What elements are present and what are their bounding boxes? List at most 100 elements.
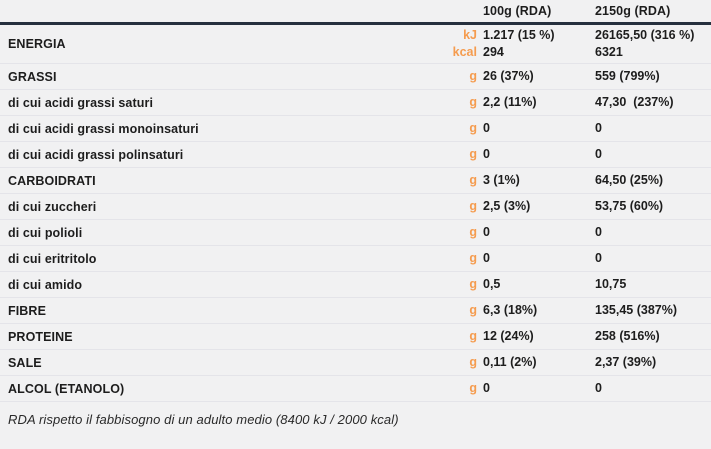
- value-100g-line: 294: [483, 45, 504, 59]
- value-2150g-line: 2,37 (39%): [595, 355, 657, 369]
- value-100g-line: 12 (24%): [483, 329, 534, 343]
- table-row: di cui acidi grassi polinsaturi g 0 0: [0, 142, 711, 168]
- sub-nutrient-name: di cui acidi grassi monoinsaturi: [8, 121, 199, 136]
- value-2150g: 26165,50 (316 %) 6321: [595, 27, 703, 61]
- value-100g: 6,3 (18%): [483, 302, 595, 319]
- value-2150g: 559 (799%): [595, 68, 703, 85]
- value-100g-line: 0: [483, 225, 490, 239]
- unit-cell-line: kJ: [463, 28, 477, 42]
- value-100g-line: 2,5 (3%): [483, 199, 531, 213]
- value-100g-line: 0,11 (2%): [483, 355, 537, 369]
- value-2150g-line: 0: [595, 147, 602, 161]
- unit-cell: g: [441, 120, 483, 137]
- rda-footnote: RDA rispetto il fabbisogno di un adulto …: [8, 412, 399, 427]
- nutrient-name: FIBRE: [8, 303, 46, 318]
- unit-cell: g: [441, 94, 483, 111]
- unit-cell-line: g: [469, 355, 477, 369]
- table-row: di cui acidi grassi saturi g 2,2 (11%) 47,3…: [0, 90, 711, 116]
- value-2150g: 0: [595, 380, 703, 397]
- unit-cell: g: [441, 380, 483, 397]
- value-2150g-line: 135,45 (387%): [595, 303, 678, 317]
- value-100g: 3 (1%): [483, 172, 595, 189]
- value-2150g-line: 0: [595, 121, 602, 135]
- value-100g: 0: [483, 380, 595, 397]
- table-row: SALE g 0,11 (2%) 2,37 (39%): [0, 350, 711, 376]
- unit-cell: g: [441, 146, 483, 163]
- value-100g: 2,2 (11%): [483, 94, 595, 111]
- nutrient-name: CARBOIDRATI: [8, 173, 96, 188]
- sub-nutrient-name: di cui zuccheri: [8, 199, 97, 214]
- value-2150g-line: 26165,50 (316 %): [595, 28, 695, 42]
- unit-cell-line: g: [469, 329, 477, 343]
- value-2150g-line: 258 (516%): [595, 329, 660, 343]
- value-100g: 12 (24%): [483, 328, 595, 345]
- unit-cell-line: g: [469, 121, 477, 135]
- value-100g: 0: [483, 224, 595, 241]
- value-100g-line: 0: [483, 147, 490, 161]
- unit-cell: g: [441, 224, 483, 241]
- table-row: ALCOL (ETANOLO) g 0 0: [0, 376, 711, 402]
- table-header: 100g (RDA) 2150g (RDA): [0, 0, 711, 25]
- value-2150g-line: 10,75: [595, 277, 627, 291]
- value-2150g: 0: [595, 146, 703, 163]
- value-100g: 2,5 (3%): [483, 198, 595, 215]
- table-row: di cui eritritolo g 0 0: [0, 246, 711, 272]
- value-2150g-line: 0: [595, 225, 602, 239]
- value-100g: 0: [483, 250, 595, 267]
- unit-cell-line: g: [469, 95, 477, 109]
- unit-cell-line: g: [469, 277, 477, 291]
- value-100g-line: 2,2 (11%): [483, 95, 537, 109]
- sub-nutrient-name: di cui acidi grassi saturi: [8, 95, 154, 110]
- table-row: FIBRE g 6,3 (18%) 135,45 (387%): [0, 298, 711, 324]
- value-2150g: 135,45 (387%): [595, 302, 703, 319]
- unit-cell: g: [441, 198, 483, 215]
- unit-cell: g: [441, 276, 483, 293]
- unit-cell: g: [441, 68, 483, 85]
- table-body: ENERGIA kJ kcal 1.217 (15 %) 294 26165,50 (31…: [0, 25, 711, 402]
- value-2150g: 47,30 (237%): [595, 94, 703, 111]
- table-row: GRASSI g 26 (37%) 559 (799%): [0, 64, 711, 90]
- value-100g: 0: [483, 146, 595, 163]
- nutrient-name: SALE: [8, 355, 42, 370]
- value-2150g-line: 53,75 (60%): [595, 199, 664, 213]
- unit-cell: g: [441, 250, 483, 267]
- value-2150g: 64,50 (25%): [595, 172, 703, 189]
- value-100g: 1.217 (15 %) 294: [483, 27, 595, 61]
- unit-cell-line: g: [469, 69, 477, 83]
- value-100g-line: 0: [483, 121, 490, 135]
- table-row: ENERGIA kJ kcal 1.217 (15 %) 294 26165,50 (31…: [0, 25, 711, 64]
- value-100g: 0: [483, 120, 595, 137]
- value-2150g-line: 47,30 (237%): [595, 95, 674, 109]
- unit-cell: kJ kcal: [441, 27, 483, 61]
- nutrient-name: ALCOL (ETANOLO): [8, 381, 125, 396]
- value-2150g-line: 559 (799%): [595, 69, 660, 83]
- value-100g: 0,11 (2%): [483, 354, 595, 371]
- sub-nutrient-name: di cui amido: [8, 277, 83, 292]
- value-100g-line: 3 (1%): [483, 173, 520, 187]
- table-row: di cui zuccheri g 2,5 (3%) 53,75 (60%): [0, 194, 711, 220]
- value-100g-line: 0: [483, 251, 490, 265]
- unit-cell: g: [441, 172, 483, 189]
- unit-cell-line: kcal: [452, 45, 477, 59]
- value-100g-line: 26 (37%): [483, 69, 534, 83]
- sub-nutrient-name: di cui polioli: [8, 225, 83, 240]
- value-100g-line: 6,3 (18%): [483, 303, 538, 317]
- sub-nutrient-name: di cui acidi grassi polinsaturi: [8, 147, 184, 162]
- unit-cell-line: g: [469, 225, 477, 239]
- nutrient-name: GRASSI: [8, 69, 57, 84]
- value-2150g: 0: [595, 224, 703, 241]
- unit-cell: g: [441, 354, 483, 371]
- unit-cell: g: [441, 302, 483, 319]
- value-2150g-line: 6321: [595, 45, 623, 59]
- value-100g-line: 0,5: [483, 277, 501, 291]
- value-2150g: 0: [595, 250, 703, 267]
- unit-cell-line: g: [469, 251, 477, 265]
- table-row: PROTEINE g 12 (24%) 258 (516%): [0, 324, 711, 350]
- table-row: di cui acidi grassi monoinsaturi g 0 0: [0, 116, 711, 142]
- value-100g-line: 1.217 (15 %): [483, 28, 555, 42]
- value-2150g: 258 (516%): [595, 328, 703, 345]
- column-header-100g: 100g (RDA): [483, 4, 552, 18]
- unit-cell-line: g: [469, 381, 477, 395]
- value-100g-line: 0: [483, 381, 490, 395]
